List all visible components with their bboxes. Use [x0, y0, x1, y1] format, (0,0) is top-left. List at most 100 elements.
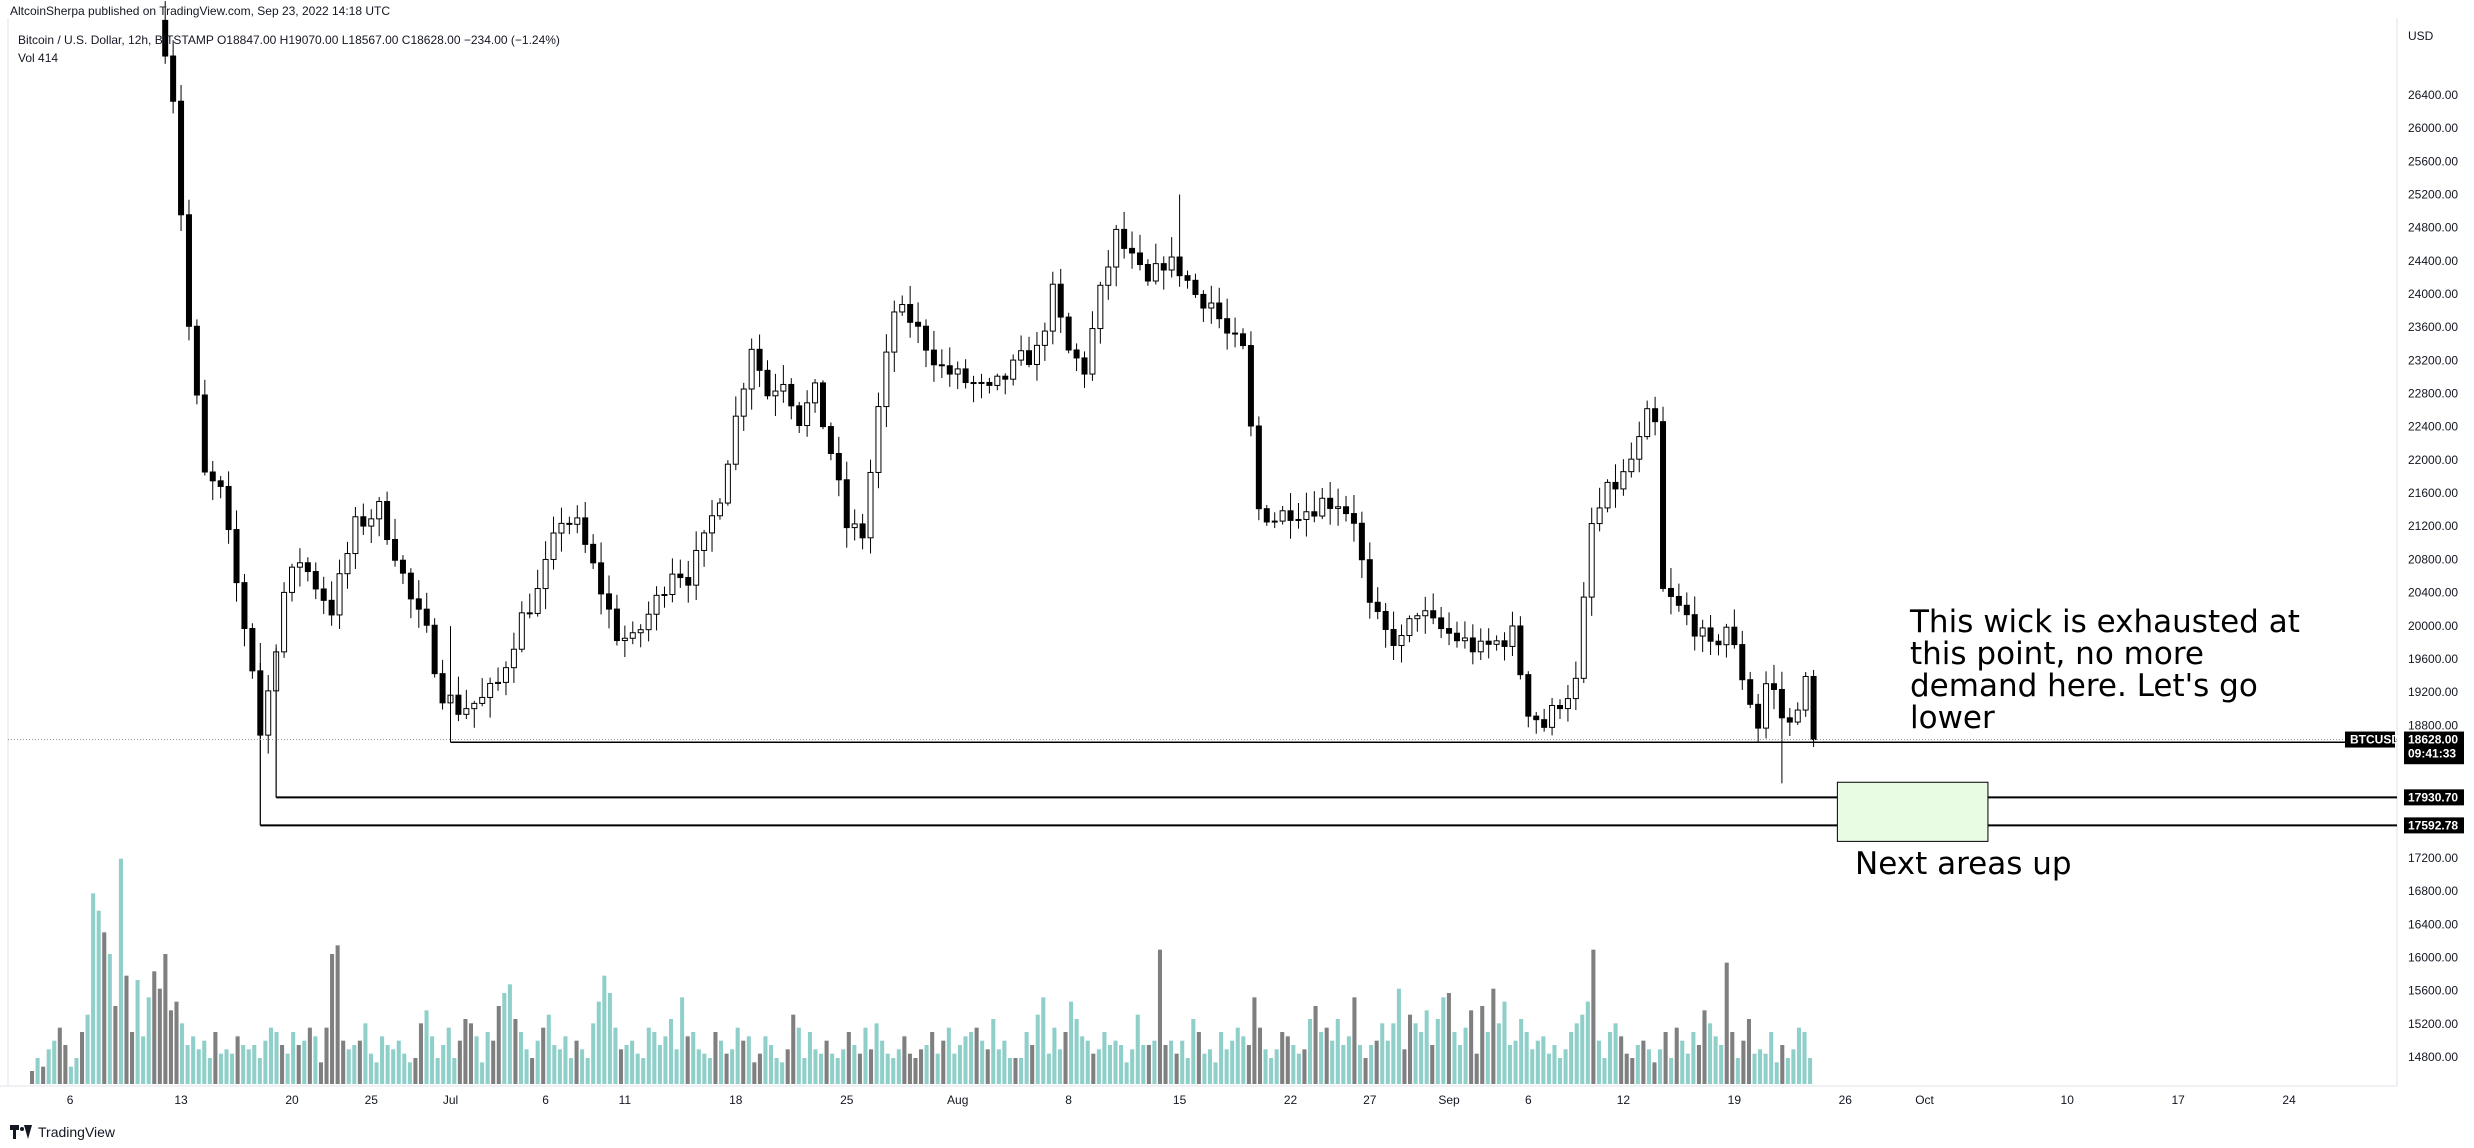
volume-bar: [357, 1040, 362, 1084]
volume-bar: [1713, 1036, 1718, 1084]
volume-bar: [230, 1053, 235, 1084]
volume-bar: [1174, 1053, 1179, 1084]
y-tick-label: 22400.00: [2408, 420, 2458, 434]
candle: [1136, 234, 1143, 271]
price-tag-label: 17592.78: [2408, 818, 2458, 832]
volume-bar: [102, 932, 107, 1084]
candle: [1691, 596, 1698, 651]
zone-rect[interactable]: [1836, 781, 1989, 842]
volume-bar: [1219, 1032, 1224, 1084]
volume-bar: [1585, 1001, 1590, 1084]
volume-bar: [957, 1045, 962, 1084]
candle: [1747, 671, 1754, 709]
tradingview-logo-icon: [10, 1125, 32, 1139]
candle: [780, 365, 787, 403]
last-price-label: 18628.00: [2408, 733, 2458, 747]
volume-bar: [685, 1036, 690, 1084]
volume-bar: [1752, 1053, 1757, 1084]
candle: [1549, 698, 1556, 736]
volume-bar: [463, 1019, 468, 1084]
volume-bar: [1096, 1049, 1101, 1084]
volume-bar: [107, 954, 112, 1084]
volume-bar: [224, 1049, 229, 1084]
volume-bar: [1324, 1027, 1329, 1084]
annotation-text[interactable]: This wick is exhausted at this point, no…: [1909, 604, 2300, 736]
y-tick-label: 25200.00: [2408, 188, 2458, 202]
volume-bar: [185, 1045, 190, 1084]
candle: [669, 558, 676, 603]
candle: [281, 582, 288, 658]
candle: [431, 618, 438, 678]
volume-bar: [1013, 1058, 1018, 1084]
volume-bar: [1441, 997, 1446, 1084]
volume-bar: [969, 1032, 974, 1084]
volume-bar: [141, 1036, 146, 1084]
volume-bar: [30, 1071, 35, 1084]
zone-label[interactable]: Next areas up: [1855, 846, 2072, 882]
candle: [1477, 628, 1484, 661]
volume-bar: [330, 954, 335, 1084]
candle: [1660, 406, 1667, 592]
candle: [201, 379, 208, 476]
volume-bar: [880, 1040, 885, 1084]
volume-bar: [118, 858, 123, 1084]
volume-bar: [480, 1062, 485, 1084]
y-tick-label: 21600.00: [2408, 486, 2458, 500]
candle: [566, 516, 573, 535]
volume-bar: [1780, 1045, 1785, 1084]
volume-bar: [491, 1040, 496, 1084]
volume-bar: [624, 1045, 629, 1084]
volume-bar: [1663, 1032, 1668, 1084]
volume-bar: [1658, 1049, 1663, 1084]
y-tick-label: 20000.00: [2408, 619, 2458, 633]
candle: [1525, 671, 1532, 728]
volume-bar: [1524, 1032, 1529, 1084]
volume-bar: [1674, 1027, 1679, 1084]
candle: [1731, 609, 1738, 649]
volume-bar: [324, 1027, 329, 1084]
candle: [1065, 312, 1072, 354]
volume-bar: [1352, 997, 1357, 1084]
volume-bar: [752, 1062, 757, 1084]
volume-bar: [852, 1045, 857, 1084]
volume-bar: [296, 1045, 301, 1084]
candle: [304, 557, 311, 582]
volume-bar: [191, 1036, 196, 1084]
candle: [1699, 619, 1706, 653]
volume-bar: [80, 1032, 85, 1084]
candle: [193, 319, 200, 405]
volume-bar: [696, 1049, 701, 1084]
candle: [336, 559, 343, 629]
volume-bar: [168, 1010, 173, 1084]
y-tick-label: 17200.00: [2408, 851, 2458, 865]
volume-bar: [152, 971, 157, 1084]
volume-bar: [1235, 1027, 1240, 1084]
tradingview-logo[interactable]: TradingView: [10, 1124, 115, 1140]
x-tick-label: 6: [1525, 1093, 1532, 1107]
volume-bar: [513, 1019, 518, 1084]
volume-bar: [1041, 997, 1046, 1084]
volume-bar: [1002, 1040, 1007, 1084]
volume-bar: [1635, 1045, 1640, 1084]
y-tick-label: 26400.00: [2408, 88, 2458, 102]
candle: [392, 518, 399, 567]
volume-bar: [952, 1053, 957, 1084]
volume-bar: [457, 1040, 462, 1084]
symbol-legend[interactable]: Bitcoin / U.S. Dollar, 12h, BITSTAMP O18…: [18, 33, 560, 47]
candle: [1461, 621, 1468, 649]
candle: [970, 375, 977, 403]
y-tick-label: 21200.00: [2408, 519, 2458, 533]
candle: [1240, 328, 1246, 350]
candle: [1675, 583, 1682, 612]
candle: [1232, 317, 1239, 348]
candle: [1192, 273, 1199, 298]
volume-bar: [502, 993, 507, 1084]
volume-bar: [85, 1014, 90, 1084]
volume-bar: [1330, 1040, 1335, 1084]
volume-series: [30, 858, 1813, 1084]
volume-legend[interactable]: Vol 414: [18, 51, 58, 65]
time-axis: 6 13 20 25 Jul 6 11 18 25 Aug 8 15 22 27 Sep 6 12 19 26 Oct…: [67, 1093, 2296, 1107]
countdown-label: 09:41:33: [2408, 747, 2456, 761]
candle: [843, 461, 850, 548]
